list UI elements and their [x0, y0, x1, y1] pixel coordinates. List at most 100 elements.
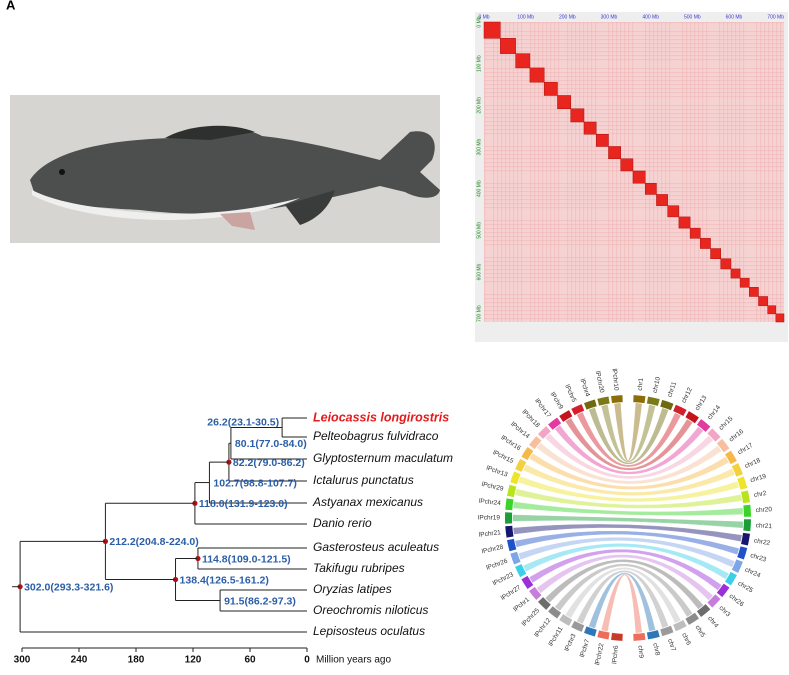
- chromosome-label: lPchr5: [563, 384, 577, 404]
- panel-label: A: [6, 0, 16, 12]
- hic-stripe: [571, 22, 573, 322]
- hic-stripe: [484, 55, 784, 57]
- hic-stripe: [484, 187, 784, 189]
- hic-stripe: [579, 22, 581, 322]
- chromosome-label: chr15: [718, 415, 735, 432]
- x-tick-label: 180: [128, 655, 145, 666]
- chromosome-label: lPchr9: [549, 391, 565, 411]
- synteny-ribbon: [588, 407, 669, 465]
- chromosome-label: lPchr6: [611, 645, 620, 664]
- chromosome-segment: [737, 476, 748, 490]
- hic-top-tick: 600 Mb: [726, 14, 743, 20]
- hic-stripe: [554, 22, 556, 322]
- node-age: 26.2(23.1-30.5): [207, 416, 279, 428]
- chromosome-segment: [633, 632, 646, 641]
- hic-stripe: [657, 22, 659, 322]
- hic-left-tick: 500 Mb: [476, 222, 482, 239]
- chromosome-segment: [685, 411, 699, 424]
- hic-map: 0 Mb 100 Mb 200 Mb 300 Mb 400 Mb 500 Mb 600 Mb…: [475, 12, 788, 342]
- chromosome-segment: [597, 630, 610, 640]
- x-tick-label: 0: [304, 655, 310, 666]
- chromosome-label: chr26: [728, 593, 745, 609]
- hic-stripe: [484, 294, 784, 296]
- chromosome-label: chr13: [694, 394, 709, 412]
- hic-block: [632, 170, 646, 184]
- chromosome-label: lPchr28: [481, 544, 504, 556]
- chromosome-segment: [507, 484, 517, 498]
- hic-stripe: [484, 240, 784, 242]
- hic-block: [749, 287, 759, 297]
- chromosome-label: chr20: [756, 506, 773, 514]
- hic-stripe: [694, 22, 696, 322]
- chromosome-label: lPchr17: [533, 398, 552, 420]
- hic-stripe: [484, 68, 784, 70]
- chromosome-label: chr7: [666, 638, 677, 653]
- hic-stripe: [484, 72, 784, 74]
- hic-stripe: [567, 22, 569, 322]
- hic-stripe: [484, 224, 784, 226]
- hic-stripe: [484, 47, 784, 49]
- hic-stripe: [484, 162, 784, 164]
- chromosome-label: chr6: [680, 632, 692, 647]
- synteny-ribbon: [529, 549, 722, 591]
- hic-stripe: [731, 22, 733, 322]
- hic-block: [710, 248, 721, 259]
- hic-stripe: [743, 22, 745, 322]
- x-tick-label: 60: [244, 655, 256, 666]
- hic-stripe: [484, 84, 784, 86]
- hic-stripe: [727, 22, 729, 322]
- chromosome-label: chr5: [694, 624, 707, 639]
- hic-stripe: [739, 22, 741, 322]
- species-name: Takifugu rubripes: [313, 561, 405, 575]
- hic-stripe: [530, 22, 532, 322]
- synteny-ribbon: [565, 567, 681, 624]
- chromosome-segment: [660, 625, 674, 637]
- synteny-ribbon: [588, 572, 656, 632]
- chromosome-label: chr25: [736, 580, 754, 594]
- chromosome-label: lPchr4: [578, 378, 591, 398]
- species-name: Astyanax mexicanus: [312, 495, 423, 509]
- hic-stripe: [776, 22, 778, 322]
- chromosome-segment: [521, 575, 534, 589]
- chromosome-segment: [673, 404, 687, 417]
- hic-stripe: [484, 35, 784, 37]
- synteny-ribbon: [513, 524, 742, 542]
- hic-stripe: [558, 22, 560, 322]
- node-age: 82.2(79.0-86.2): [233, 457, 305, 469]
- hic-stripe: [538, 22, 540, 322]
- hic-stripe: [484, 39, 784, 41]
- hic-stripe: [628, 22, 630, 322]
- hic-block: [739, 277, 750, 288]
- chromosome-segment: [529, 436, 542, 450]
- hic-stripe: [484, 298, 784, 300]
- hic-stripe: [583, 22, 585, 322]
- hic-top-tick: 200 Mb: [559, 14, 576, 20]
- hic-stripe: [484, 129, 784, 131]
- chromosome-label: lPchr26: [486, 558, 509, 572]
- hic-block: [678, 216, 691, 229]
- synteny-ribbon: [518, 537, 735, 568]
- species-name: Oreochromis niloticus: [313, 603, 428, 617]
- chromosome-label: lPchr12: [533, 617, 552, 639]
- chromosome-label: lPchr24: [479, 498, 502, 508]
- hic-stripe: [719, 22, 721, 322]
- chromosome-segment: [515, 564, 527, 578]
- fish-photo: [10, 95, 440, 243]
- hic-block: [570, 108, 585, 123]
- hic-stripe: [620, 22, 622, 322]
- hic-stripe: [575, 22, 577, 322]
- hic-block: [644, 182, 657, 195]
- chromosome-segment: [571, 404, 585, 416]
- hic-stripe: [484, 158, 784, 160]
- species-name: Pelteobagrus fulvidraco: [313, 429, 439, 443]
- chromosome-segment: [548, 606, 562, 619]
- hic-top-tick: 300 Mb: [601, 14, 618, 20]
- synteny-ribbon: [515, 488, 742, 509]
- hic-left-tick: 300 Mb: [476, 138, 482, 155]
- hic-stripe: [756, 22, 758, 322]
- hic-left-tick: 400 Mb: [476, 180, 482, 197]
- node-age: 302.0(293.3-321.6): [24, 581, 113, 593]
- hic-top-tick: 0 Mb: [478, 14, 489, 20]
- chromosome-segment: [737, 546, 748, 560]
